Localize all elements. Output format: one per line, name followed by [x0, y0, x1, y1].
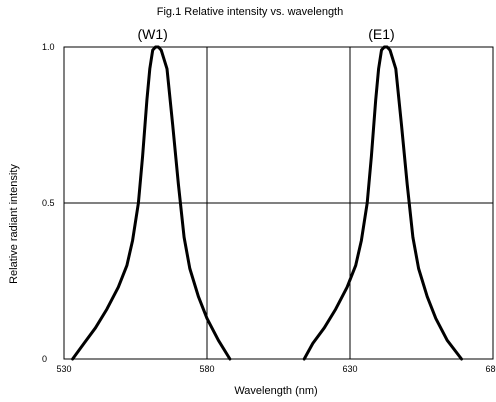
x-tick-label: 580 [199, 364, 214, 374]
y-tick-label: 0.5 [42, 198, 55, 208]
peak-label: (E1) [368, 26, 394, 42]
x-axis-label: Wavelength (nm) [234, 385, 317, 397]
x-axis-ticks: 530 580 630 680 [56, 364, 496, 374]
y-tick-label: 1.0 [42, 42, 55, 52]
y-tick-label: 0 [42, 354, 47, 364]
y-axis-label: Relative radiant intensity [8, 164, 20, 284]
grid-lines [64, 47, 493, 359]
y-axis-ticks: 0 0.5 1.0 [42, 42, 55, 364]
peak-annotations: (W1) (E1) [137, 26, 394, 42]
x-tick-label: 680 [485, 364, 496, 374]
x-tick-label: 630 [342, 364, 357, 374]
peak-label: (W1) [137, 26, 167, 42]
x-tick-label: 530 [56, 364, 71, 374]
chart-title: Fig.1 Relative intensity vs. wavelength [157, 6, 343, 18]
